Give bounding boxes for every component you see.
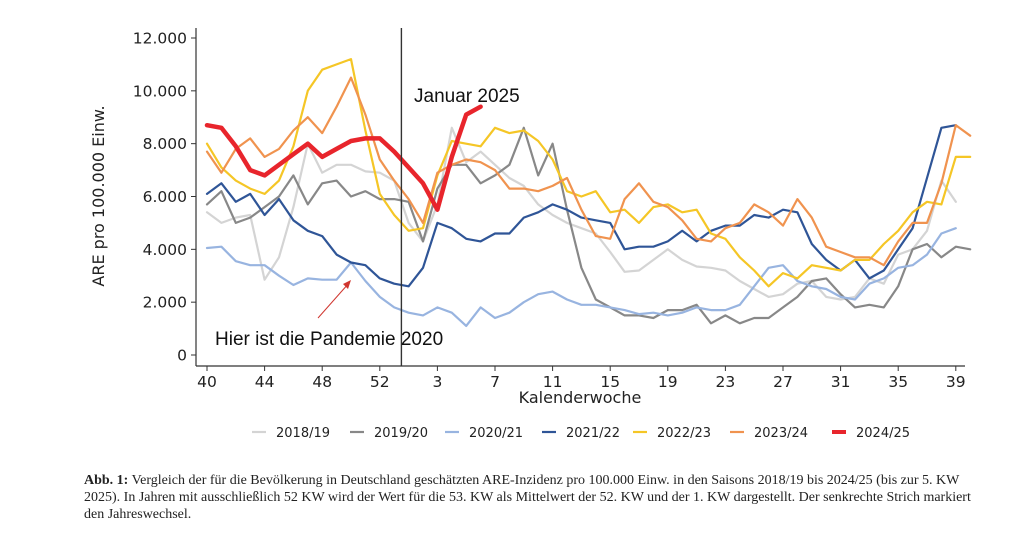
x-tick-label: 52 [370, 373, 390, 391]
legend-item: 2023/24 [730, 426, 808, 441]
series-line-2023-24 [205, 76, 972, 267]
y-tick-label: 2.000 [143, 294, 187, 312]
january-2025-annotation: Januar 2025 [414, 86, 520, 107]
x-tick-label: 19 [658, 373, 678, 391]
legend-label: 2022/23 [657, 426, 711, 441]
legend-label: 2024/25 [856, 426, 910, 441]
pandemic-2020-annotation: Hier ist die Pandemie 2020 [215, 329, 443, 350]
legend-label: 2019/20 [374, 426, 428, 441]
series-line-2021-22 [205, 124, 957, 288]
chart-axes [195, 28, 965, 367]
y-tick-label: 6.000 [143, 188, 187, 206]
x-tick-label: 3 [432, 373, 442, 391]
series-layer [204, 57, 972, 327]
x-tick-label: 23 [716, 373, 736, 391]
x-tick-label: 11 [543, 373, 563, 391]
series-line-2018-19 [205, 126, 957, 301]
pandemic-arrow [317, 280, 351, 319]
legend-item: 2022/23 [633, 426, 711, 441]
y-axis-title: ARE pro 100.000 Einw. [89, 105, 108, 286]
caption-text: Vergleich der für die Bevölkerung in Deu… [84, 473, 971, 522]
x-axis-ticks: 40 44 48 52 3 7 11 15 19 23 27 31 35 39 [197, 366, 966, 391]
legend-label: 2020/21 [469, 426, 523, 441]
legend-item: 2020/21 [445, 426, 523, 441]
y-tick-label: 4.000 [143, 241, 187, 259]
x-tick-label: 35 [888, 373, 908, 391]
series-line-2022-23 [205, 57, 972, 288]
y-axis-ticks: 0 2.000 4.000 6.000 8.000 10.000 12.000 [133, 29, 196, 365]
series-line-2020-21 [205, 227, 957, 327]
figure-caption: Abb. 1: Vergleich der für die Bevölkerun… [84, 472, 984, 523]
y-tick-label: 12.000 [133, 29, 187, 47]
x-axis-title: Kalenderwoche [519, 388, 642, 407]
legend-label: 2018/19 [276, 426, 330, 441]
legend-item: 2019/20 [350, 426, 428, 441]
series-line-2024-25 [204, 104, 483, 212]
x-tick-label: 48 [312, 373, 332, 391]
x-tick-label: 15 [600, 373, 620, 391]
y-tick-label: 10.000 [133, 82, 187, 100]
x-tick-label: 44 [255, 373, 275, 391]
legend: 2018/19 2019/20 2020/21 2021/22 2022/23 2023/… [252, 426, 910, 441]
y-tick-label: 0 [177, 347, 187, 365]
are-incidence-chart: 0 2.000 4.000 6.000 8.000 10.000 12.000 40 44 48… [89, 28, 972, 441]
x-tick-label: 7 [490, 373, 500, 391]
x-tick-label: 40 [197, 373, 217, 391]
x-tick-label: 39 [946, 373, 966, 391]
y-tick-label: 8.000 [143, 135, 187, 153]
caption-lead: Abb. 1: [84, 473, 129, 488]
legend-item: 2018/19 [252, 426, 330, 441]
x-tick-label: 27 [773, 373, 793, 391]
legend-item: 2024/25 [832, 426, 910, 441]
legend-label: 2021/22 [566, 426, 620, 441]
x-tick-label: 31 [831, 373, 851, 391]
legend-item: 2021/22 [542, 426, 620, 441]
legend-label: 2023/24 [754, 426, 808, 441]
